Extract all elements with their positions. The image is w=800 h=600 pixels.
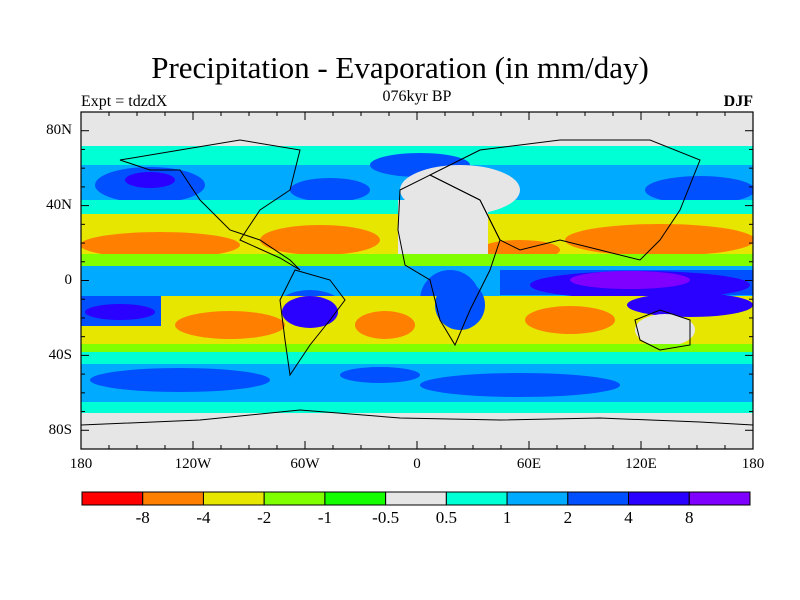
colorbar-label: -1: [317, 508, 332, 527]
colorbar-swatch: [263, 491, 326, 506]
colorbar-label: -8: [135, 508, 150, 527]
plot-title: Precipitation - Evaporation (in mm/day): [151, 50, 649, 85]
lon-tick-120e: 120E: [625, 456, 657, 472]
lon-tick-180e: 180: [741, 456, 765, 472]
lat-tick-0: 0: [64, 272, 73, 288]
colorbar-swatch: [445, 491, 508, 506]
colorbar-swatch: [688, 491, 751, 506]
lon-tick-180w: 180: [69, 456, 93, 472]
colorbar-label: 0.5: [435, 508, 457, 527]
colorbar-label: 8: [685, 508, 694, 527]
colorbar-label: 1: [502, 508, 512, 527]
lat-tick-40s: 40S: [48, 347, 72, 363]
lon-tick-60w: 60W: [290, 456, 320, 472]
colorbar-swatch: [567, 491, 630, 506]
axis-ticks: [80, 111, 754, 450]
lon-tick-0: 0: [413, 456, 421, 472]
coastlines: [81, 139, 753, 426]
colorbar-label: -4: [196, 508, 211, 527]
colorbar-swatch: [506, 491, 569, 506]
lon-tick-60e: 60E: [516, 456, 542, 472]
colorbar-label: -2: [257, 508, 272, 527]
experiment-label: Expt = tdzdX: [81, 93, 168, 110]
colorbar-label: 2: [563, 508, 573, 527]
colorbar-swatch: [324, 491, 387, 506]
colorbar-label: 4: [624, 508, 633, 527]
lat-tick-40n: 40N: [46, 197, 72, 213]
colorbar: [81, 491, 751, 506]
colorbar-swatch: [81, 491, 144, 506]
colorbar-swatch: [628, 491, 690, 506]
colorbar-swatch: [142, 491, 204, 506]
colorbar-swatch: [385, 491, 447, 506]
pe-field: [81, 112, 753, 449]
lon-tick-120w: 120W: [174, 456, 212, 472]
season-label: DJF: [723, 93, 753, 110]
colorbar-label: -0.5: [372, 508, 400, 527]
lat-tick-80n: 80N: [46, 122, 72, 138]
colorbar-swatch: [202, 491, 265, 506]
lat-tick-80s: 80S: [48, 422, 72, 438]
time-label: 076kyr BP: [382, 88, 452, 105]
